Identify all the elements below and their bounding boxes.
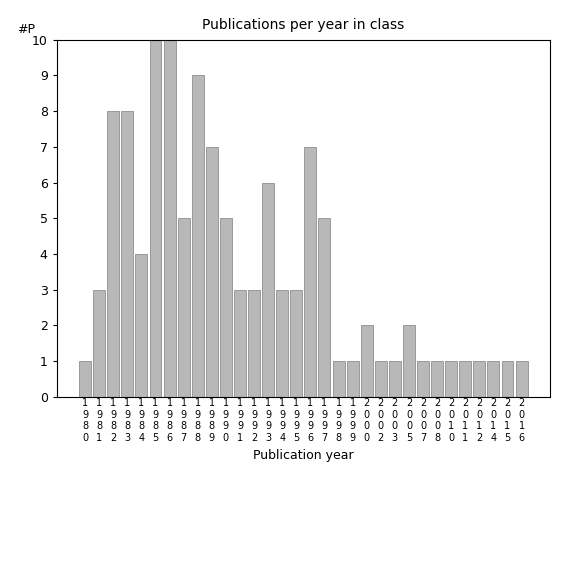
Bar — [177, 218, 189, 397]
Bar — [107, 111, 119, 397]
Title: Publications per year in class: Publications per year in class — [202, 18, 404, 32]
Bar — [488, 361, 500, 397]
Bar — [192, 75, 204, 397]
Bar — [473, 361, 485, 397]
Bar — [515, 361, 527, 397]
Bar — [276, 290, 288, 397]
Bar — [375, 361, 387, 397]
Bar — [319, 218, 331, 397]
Bar — [333, 361, 345, 397]
Bar — [206, 147, 218, 397]
Bar — [403, 325, 415, 397]
Bar — [150, 40, 162, 397]
X-axis label: Publication year: Publication year — [253, 448, 354, 462]
Bar — [459, 361, 471, 397]
Bar — [164, 40, 176, 397]
Bar — [121, 111, 133, 397]
Bar — [79, 361, 91, 397]
Bar — [389, 361, 401, 397]
Bar — [93, 290, 105, 397]
Bar — [361, 325, 373, 397]
Bar — [234, 290, 246, 397]
Bar — [248, 290, 260, 397]
Bar — [417, 361, 429, 397]
Bar — [136, 254, 147, 397]
Bar — [502, 361, 514, 397]
Bar — [445, 361, 457, 397]
Bar — [304, 147, 316, 397]
Bar — [290, 290, 302, 397]
Bar — [220, 218, 232, 397]
Bar — [346, 361, 358, 397]
Bar — [262, 183, 274, 397]
Bar — [431, 361, 443, 397]
Text: #P: #P — [17, 23, 35, 36]
